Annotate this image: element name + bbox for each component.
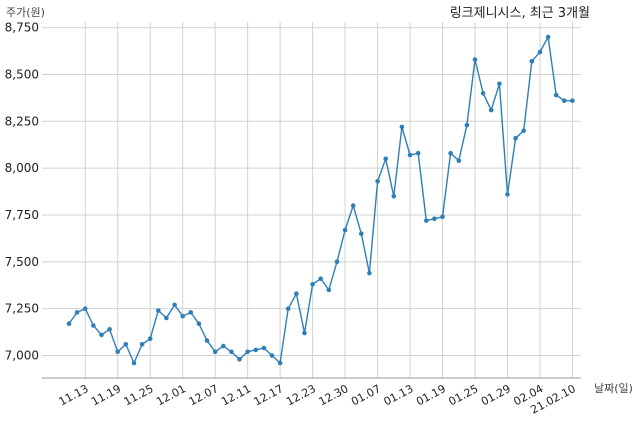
y-tick-label: 8,500	[5, 67, 39, 81]
y-tick-label: 7,750	[5, 208, 39, 222]
y-tick-label: 7,500	[5, 255, 39, 269]
data-point	[139, 342, 145, 347]
data-point	[285, 306, 291, 312]
data-point	[456, 158, 462, 163]
data-point	[74, 310, 80, 315]
data-point	[505, 192, 510, 197]
data-point	[407, 152, 413, 158]
data-point	[131, 360, 137, 366]
data-point	[440, 214, 445, 220]
x-tick-label: 01.25	[446, 382, 480, 408]
data-point	[277, 360, 283, 366]
y-tick-label: 7,250	[5, 302, 39, 316]
data-point	[342, 227, 348, 233]
x-tick-labels: 11.1311.1911.2512.0112.0712.1112.1712.23…	[57, 382, 578, 416]
x-axis-label: 날짜(일)	[594, 381, 633, 395]
data-point	[472, 57, 478, 62]
grid	[42, 22, 581, 378]
data-point	[245, 349, 250, 355]
data-point	[529, 59, 535, 64]
data-point	[115, 349, 120, 355]
data-point	[196, 321, 202, 327]
x-tick-label: 11.25	[122, 382, 156, 408]
x-tick-label: 01.19	[414, 382, 448, 408]
x-tick-label: 01.29	[479, 382, 513, 408]
x-tick-label: 01.13	[382, 382, 416, 408]
data-point	[415, 150, 421, 156]
y-tick-label: 8,250	[5, 114, 39, 128]
data-point	[229, 349, 234, 355]
data-point	[488, 107, 494, 113]
data-point	[302, 330, 307, 336]
data-point	[537, 49, 543, 55]
data-point	[545, 34, 551, 40]
data-point	[553, 92, 559, 98]
data-point	[91, 323, 96, 328]
data-point	[147, 336, 153, 342]
x-tick-label: 12.01	[154, 382, 188, 408]
y-axis-label: 주가(원)	[6, 6, 45, 19]
data-point	[99, 332, 104, 338]
x-tick-label: 12.17	[252, 382, 286, 408]
data-point	[188, 310, 194, 315]
series	[66, 34, 575, 366]
x-tick-label: 01.07	[349, 382, 383, 408]
data-point	[156, 308, 161, 313]
data-point	[326, 287, 332, 293]
data-point	[448, 150, 453, 156]
data-point	[204, 338, 210, 343]
y-tick-label: 8,000	[5, 161, 39, 175]
data-point	[180, 313, 185, 319]
data-point	[294, 291, 299, 297]
data-point	[391, 194, 397, 199]
x-tick-label: 12.11	[219, 382, 253, 408]
data-point	[261, 345, 267, 351]
data-point	[66, 321, 72, 327]
data-point	[399, 124, 405, 130]
y-tick-label: 7,000	[5, 349, 39, 363]
data-point	[359, 231, 364, 236]
x-tick-label: 11.19	[89, 382, 123, 408]
data-point	[269, 353, 275, 358]
data-point	[334, 259, 340, 265]
data-point	[424, 218, 429, 223]
data-point	[253, 347, 259, 353]
data-point	[480, 90, 486, 96]
y-tick-label: 8,750	[5, 21, 39, 35]
data-point	[82, 306, 88, 312]
data-point	[237, 357, 242, 362]
chart-title: 링크제니시스, 최근 3개월	[450, 6, 590, 21]
data-point	[521, 128, 526, 133]
data-point	[497, 81, 502, 87]
data-point	[383, 156, 389, 162]
series-line	[68, 34, 573, 365]
data-point	[212, 349, 218, 355]
data-point	[107, 327, 112, 332]
data-point	[172, 302, 177, 308]
data-point	[350, 203, 356, 208]
data-point	[570, 98, 575, 103]
x-tick-label: 12.07	[187, 382, 221, 408]
data-point	[375, 179, 380, 184]
data-point	[123, 342, 129, 347]
data-point	[310, 282, 315, 287]
data-point	[318, 276, 324, 282]
x-tick-label: 12.30	[317, 382, 351, 408]
data-point	[367, 270, 372, 276]
x-tick-label: 11.13	[57, 382, 91, 408]
data-point	[164, 315, 169, 321]
data-point	[432, 216, 437, 221]
y-tick-labels: 7,000 7,250 7,500 7,750 8,000 8,250 8,500 8,750	[5, 21, 39, 363]
data-point	[513, 135, 518, 141]
data-point	[464, 122, 470, 128]
data-point	[221, 343, 226, 349]
data-point	[562, 98, 567, 103]
x-tick-label: 12.23	[284, 382, 318, 408]
